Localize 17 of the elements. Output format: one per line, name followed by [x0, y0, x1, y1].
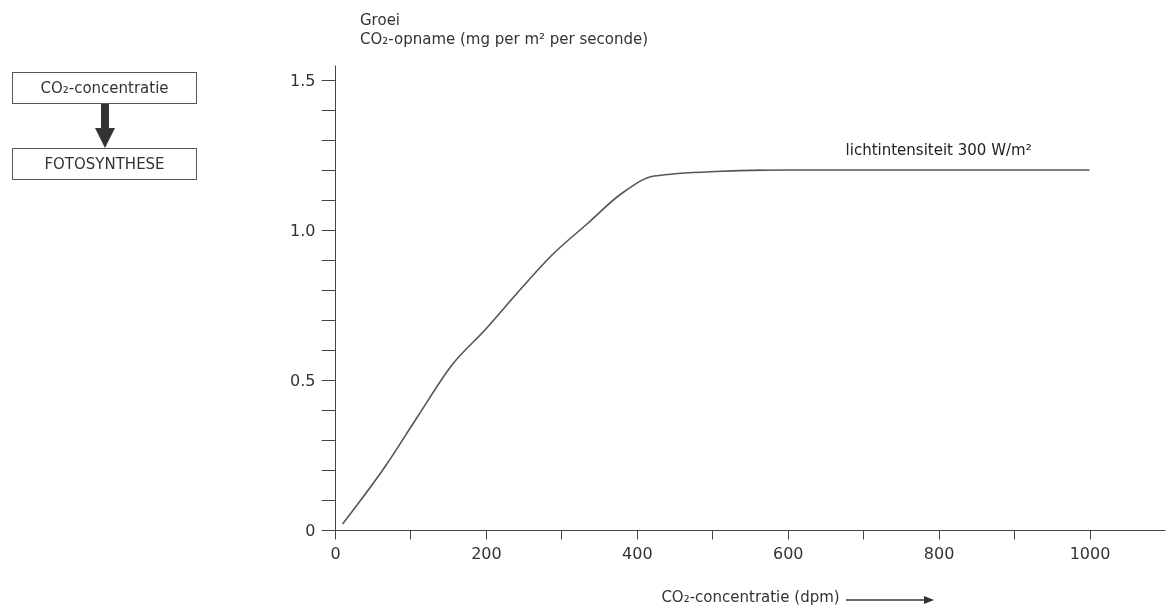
x-axis-title: CO₂-concentratie (dpm) — [661, 587, 840, 606]
chart-title: Groei — [360, 11, 401, 29]
y-tick-label: 1.5 — [290, 70, 316, 90]
line-series — [341, 169, 1091, 525]
y-axis-title: CO₂-opname (mg per m² per seconde) — [360, 30, 649, 48]
text: CO₂-concentratie — [12, 72, 197, 104]
text: FOTOSYNTHESE — [12, 148, 197, 180]
x-tick-label: 600 — [772, 543, 804, 563]
x-tick-label: 400 — [622, 543, 653, 563]
x-tick-label: 0 — [330, 543, 341, 563]
x-tick-label: 800 — [923, 543, 955, 563]
x-tick-label: 1000 — [1069, 543, 1111, 563]
y-tick-label: 1.0 — [290, 220, 316, 240]
y-tick-label: 0 — [305, 520, 316, 540]
y-tick-label: 0.5 — [290, 370, 316, 390]
annotation: lichtintensiteit 300 W/m² — [845, 141, 1032, 159]
x-tick-label: 200 — [471, 543, 502, 563]
